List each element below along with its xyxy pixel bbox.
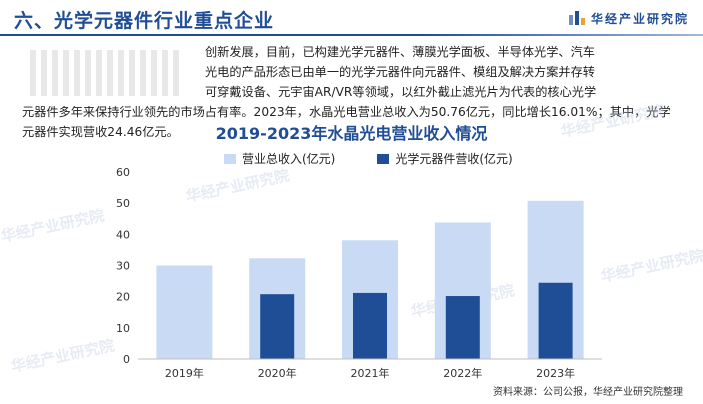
paragraph-line: 元器件实现营收24.46亿元。 bbox=[22, 125, 179, 139]
brand-logo-icon bbox=[568, 11, 585, 25]
legend-item-optical: 光学元器件营收(亿元) bbox=[377, 150, 513, 167]
brand-name: 华经产业研究院 bbox=[590, 11, 689, 26]
paragraph-line: 创新发展，目前，已构建光学元器件、薄膜光学面板、半导体光学、汽车 bbox=[205, 45, 595, 59]
bar-optical-revenue bbox=[538, 282, 573, 359]
y-tick-label: 40 bbox=[116, 228, 130, 241]
source-note: 资料来源：公司公报，华经产业研究院整理 bbox=[493, 387, 683, 398]
x-tick-label: 2020年 bbox=[258, 366, 297, 380]
paragraph-line: 光电的产品形态已由单一的光学元器件向元器件、模组及解决方案并存转 bbox=[205, 65, 595, 79]
legend-item-total: 营业总收入(亿元) bbox=[224, 150, 335, 167]
x-tick-label: 2019年 bbox=[165, 366, 204, 380]
bar-optical-revenue bbox=[445, 296, 480, 359]
y-tick-label: 50 bbox=[116, 197, 130, 210]
bar-total-revenue bbox=[156, 265, 213, 359]
y-tick-label: 20 bbox=[116, 291, 130, 304]
brand: 华经产业研究院 bbox=[568, 8, 689, 28]
title-bar: 六、光学元器件行业重点企业 华经产业研究院 bbox=[0, 0, 703, 36]
y-tick-label: 60 bbox=[116, 166, 130, 179]
legend-label-optical: 光学元器件营收(亿元) bbox=[395, 152, 513, 166]
legend-label-total: 营业总收入(亿元) bbox=[242, 152, 336, 166]
paragraph-line: 元器件多年来保持行业领先的市场占有率。2023年，水晶光电营业总收入为50.76… bbox=[22, 105, 671, 119]
redacted-text-area bbox=[22, 42, 205, 106]
paragraph-line: 可穿戴设备、元宇宙AR/VR等领域，以红外截止滤光片为代表的核心光学 bbox=[205, 85, 597, 99]
x-tick-label: 2021年 bbox=[351, 366, 390, 380]
bar-optical-revenue bbox=[260, 294, 295, 359]
legend-swatch-optical bbox=[377, 153, 390, 164]
y-tick-label: 30 bbox=[116, 260, 130, 273]
y-tick-label: 0 bbox=[123, 353, 130, 366]
chart-title: 2019-2023年水晶光电营业收入情况 bbox=[215, 124, 488, 143]
x-tick-label: 2023年 bbox=[536, 366, 575, 380]
bar-optical-revenue bbox=[353, 292, 387, 359]
y-tick-label: 10 bbox=[116, 322, 130, 335]
title-divider bbox=[0, 34, 703, 36]
x-tick-label: 2022年 bbox=[443, 366, 482, 380]
body-paragraph: 创新发展，目前，已构建光学元器件、薄膜光学面板、半导体光学、汽车 光电的产品形态… bbox=[22, 42, 687, 142]
chart-legend: 营业总收入(亿元) 光学元器件营收(亿元) bbox=[224, 150, 513, 167]
legend-swatch-total bbox=[224, 153, 236, 164]
page-title: 六、光学元器件行业重点企业 bbox=[14, 10, 275, 32]
